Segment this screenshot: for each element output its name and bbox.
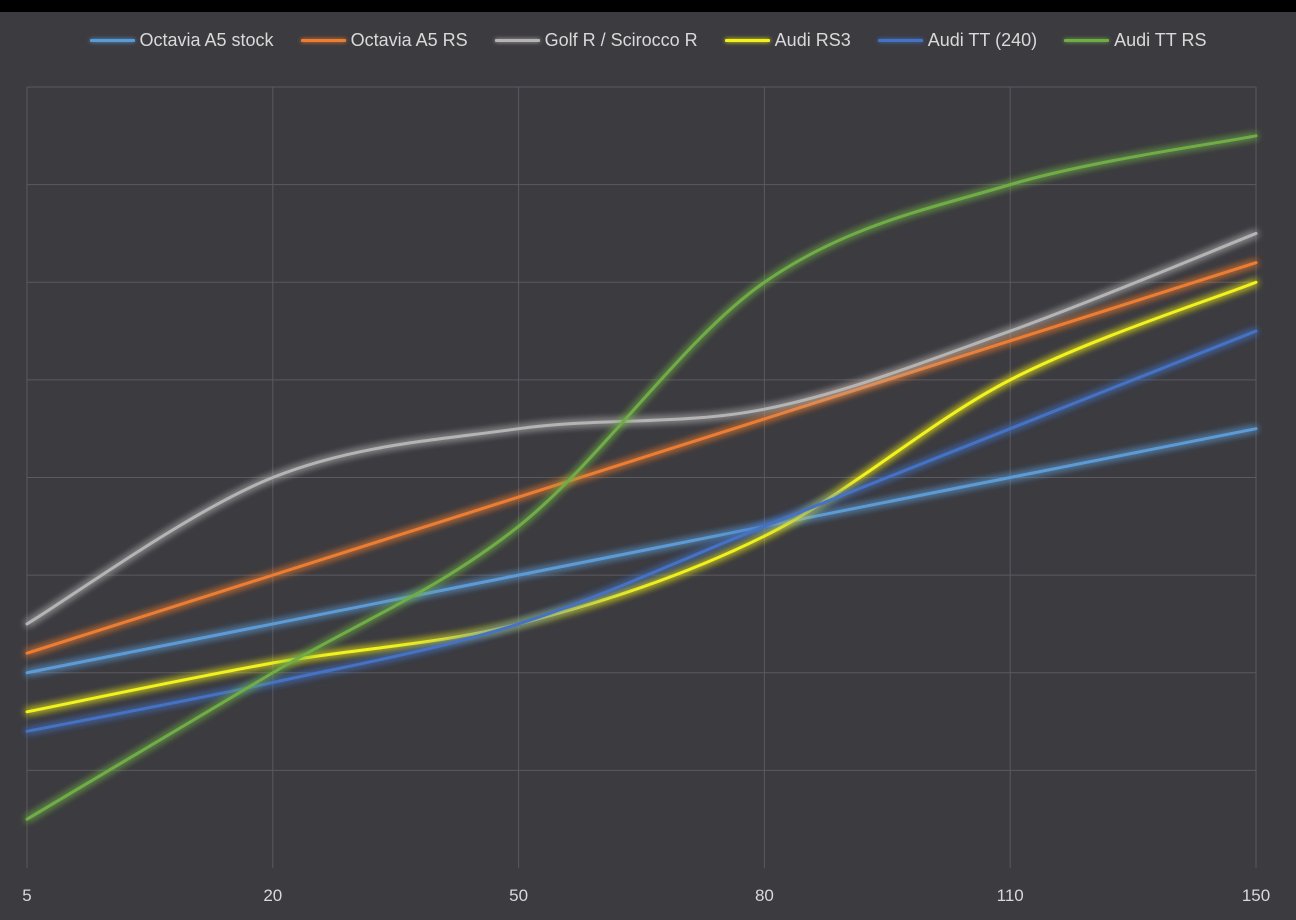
x-axis-tick-labels: 5 20 50 80 110 150 [22, 886, 1270, 905]
gridlines [26, 86, 1257, 868]
legend-item-golf-r-scirocco-r: Golf R / Scirocco R [494, 28, 698, 52]
x-tick-label: 150 [1242, 886, 1270, 905]
legend-item-audi-tt-rs: Audi TT RS [1064, 28, 1206, 52]
legend-swatch-audi-rs3 [724, 38, 770, 42]
x-tick-label: 110 [997, 886, 1024, 905]
legend-item-octavia-a5-stock: Octavia A5 stock [89, 28, 274, 52]
legend-label-audi-tt-240: Audi TT (240) [927, 30, 1038, 50]
series-lines [25, 134, 1258, 821]
legend: Octavia A5 stock Octavia A5 RS Golf R / … [0, 28, 1296, 52]
legend-swatch-golf-r-scirocco-r [494, 38, 540, 42]
legend-swatch-audi-tt-240 [877, 38, 923, 42]
legend-swatch-audi-tt-rs [1064, 38, 1110, 42]
top-bar [0, 0, 1296, 12]
legend-swatch-octavia-a5-stock [89, 38, 135, 42]
x-tick-label: 50 [509, 886, 528, 905]
series-line-audi-tt-240 [25, 329, 1258, 733]
series-line-octavia-a5-stock [25, 427, 1258, 675]
legend-label-octavia-a5-stock: Octavia A5 stock [139, 30, 274, 50]
legend-label-octavia-a5-rs: Octavia A5 RS [350, 30, 468, 50]
legend-swatch-octavia-a5-rs [300, 38, 346, 42]
legend-label-golf-r-scirocco-r: Golf R / Scirocco R [544, 30, 698, 50]
series-line-audi-rs3 [25, 280, 1258, 714]
legend-label-audi-rs3: Audi RS3 [774, 30, 851, 50]
legend-label-audi-tt-rs: Audi TT RS [1114, 30, 1207, 50]
legend-item-octavia-a5-rs: Octavia A5 RS [300, 28, 468, 52]
series-line-golf-r-scirocco-r [25, 231, 1258, 626]
legend-item-audi-rs3: Audi RS3 [724, 28, 851, 52]
x-tick-label: 80 [755, 886, 774, 905]
series-line-octavia-a5-rs [25, 261, 1258, 655]
x-tick-label: 20 [263, 886, 282, 905]
series-line-audi-tt-rs [25, 134, 1258, 821]
x-tick-label: 5 [22, 886, 31, 905]
legend-item-audi-tt-240: Audi TT (240) [877, 28, 1038, 52]
